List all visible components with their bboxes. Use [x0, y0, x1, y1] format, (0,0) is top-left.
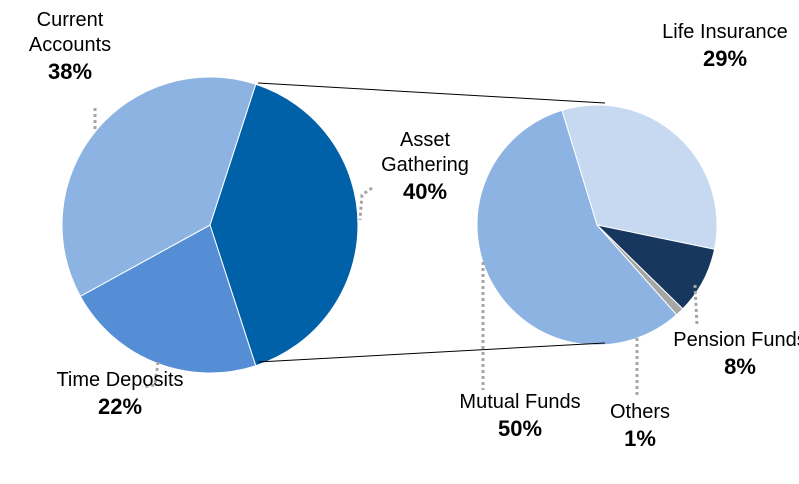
connector-line — [257, 342, 606, 363]
value-label: 8% — [724, 354, 756, 379]
slice-label: Current Accounts 38% — [0, 8, 140, 85]
slice-label: Mutual Funds 50% — [450, 390, 590, 442]
connectors — [257, 82, 606, 363]
slice-label: Time Deposits 22% — [50, 368, 190, 420]
category-label: Pension Funds — [673, 329, 799, 351]
category-label: Mutual Funds — [459, 391, 581, 413]
category-label: Others — [609, 401, 671, 423]
slice-label: Life Insurance 29% — [655, 20, 795, 72]
value-label: 40% — [402, 179, 448, 204]
pie-slice — [209, 83, 359, 367]
pie-slice — [79, 224, 257, 374]
category-label: Time Deposits — [56, 369, 184, 391]
leader-line — [141, 361, 160, 389]
leader-line — [358, 186, 373, 221]
value-label: 1% — [624, 426, 656, 451]
category-label: Current Accounts — [28, 9, 112, 56]
category-label: Life Insurance — [662, 21, 788, 43]
leader-line — [693, 284, 699, 326]
slice-label: Pension Funds 8% — [670, 328, 799, 380]
slice-label: Others 1% — [570, 400, 710, 452]
pie-slice — [476, 109, 678, 346]
category-label: Asset Gathering — [381, 129, 469, 176]
value-label: 22% — [97, 394, 143, 419]
pie-slice — [61, 76, 257, 297]
value-label: 50% — [497, 416, 543, 441]
connector-line — [257, 82, 606, 104]
leader-lines — [93, 108, 699, 396]
slice-label: Asset Gathering 40% — [355, 128, 495, 205]
value-label: 29% — [702, 46, 748, 71]
value-label: 38% — [47, 59, 93, 84]
pie-slice — [561, 104, 718, 250]
